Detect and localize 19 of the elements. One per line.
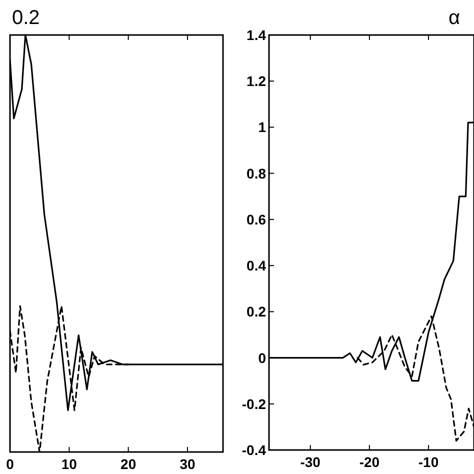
y-tick-label: 1.2 — [246, 73, 266, 90]
y-tick-label: 0.4 — [246, 258, 266, 274]
x-tick-label: 10 — [61, 456, 78, 472]
y-tick-label: 0.6 — [246, 211, 266, 228]
x-tick-label: 0 — [6, 456, 14, 472]
y-tick-label: 1 — [258, 119, 266, 136]
y-tick-label: 1.4 — [246, 27, 266, 43]
y-tick-label: -0.4 — [242, 442, 266, 458]
y-tick-label: 0 — [258, 350, 266, 366]
y-tick-label: 0.8 — [246, 165, 266, 182]
y-tick-label: -0.2 — [242, 396, 266, 412]
x-tick-label: -30 — [300, 454, 321, 470]
x-tick-label: 30 — [180, 456, 196, 472]
y-tick-label: 0.2 — [246, 304, 266, 320]
x-tick-label: -20 — [359, 454, 380, 470]
x-tick-label: 20 — [120, 456, 136, 472]
x-tick-label: -10 — [418, 454, 439, 470]
chart-title: α — [448, 7, 460, 29]
chart-title: 0.2 — [12, 7, 40, 29]
